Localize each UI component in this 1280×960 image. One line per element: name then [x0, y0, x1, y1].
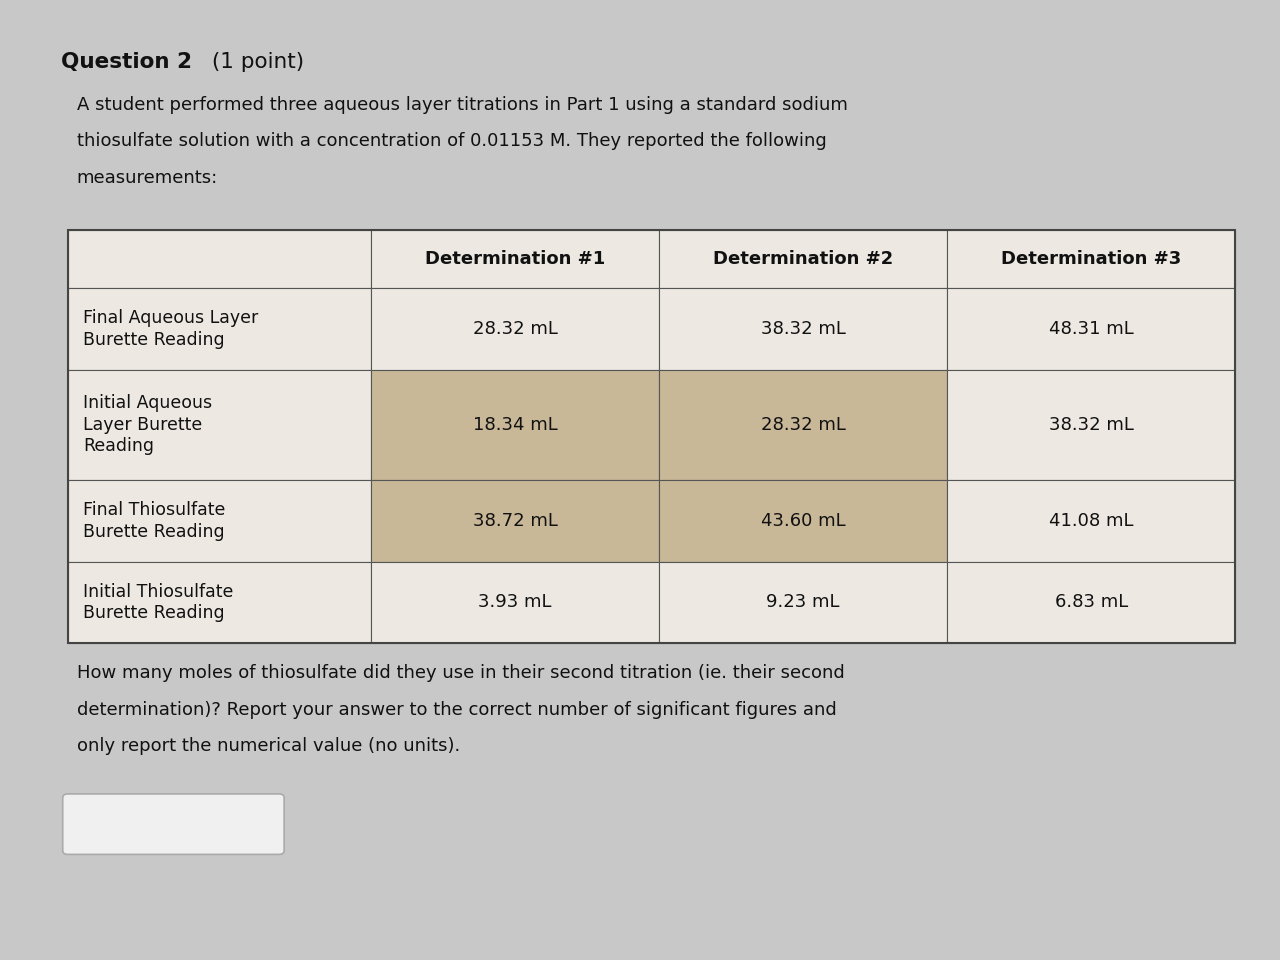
Text: only report the numerical value (no units).: only report the numerical value (no unit…: [77, 737, 460, 756]
Bar: [947, 562, 1235, 643]
Bar: [68, 288, 371, 370]
Bar: [371, 230, 659, 288]
Bar: [659, 230, 947, 288]
Text: Determination #1: Determination #1: [425, 251, 605, 268]
Text: 38.32 mL: 38.32 mL: [760, 320, 846, 338]
Text: Question 2: Question 2: [61, 52, 192, 72]
FancyBboxPatch shape: [63, 794, 284, 854]
Text: measurements:: measurements:: [77, 169, 218, 187]
Bar: [371, 480, 659, 562]
Bar: [947, 480, 1235, 562]
Text: 9.23 mL: 9.23 mL: [767, 593, 840, 612]
Bar: [371, 288, 659, 370]
Bar: [659, 562, 947, 643]
Text: 6.83 mL: 6.83 mL: [1055, 593, 1128, 612]
Bar: [68, 230, 371, 288]
Bar: [659, 480, 947, 562]
Text: How many moles of thiosulfate did they use in their second titration (ie. their : How many moles of thiosulfate did they u…: [77, 664, 845, 683]
Bar: [68, 230, 1235, 643]
Text: 43.60 mL: 43.60 mL: [760, 512, 845, 530]
Text: Final Aqueous Layer
Burette Reading: Final Aqueous Layer Burette Reading: [83, 309, 259, 348]
Text: A student performed three aqueous layer titrations in Part 1 using a standard so: A student performed three aqueous layer …: [77, 96, 847, 114]
Text: 48.31 mL: 48.31 mL: [1048, 320, 1134, 338]
Bar: [68, 480, 371, 562]
Text: Initial Thiosulfate
Burette Reading: Initial Thiosulfate Burette Reading: [83, 583, 233, 622]
Text: thiosulfate solution with a concentration of 0.01153 M. They reported the follow: thiosulfate solution with a concentratio…: [77, 132, 827, 151]
Text: Determination #3: Determination #3: [1001, 251, 1181, 268]
Bar: [947, 370, 1235, 480]
Bar: [68, 370, 371, 480]
Text: (1 point): (1 point): [205, 52, 303, 72]
Text: 38.32 mL: 38.32 mL: [1048, 416, 1134, 434]
Bar: [659, 370, 947, 480]
Text: Final Thiosulfate
Burette Reading: Final Thiosulfate Burette Reading: [83, 501, 225, 540]
Text: 38.72 mL: 38.72 mL: [472, 512, 558, 530]
Text: Determination #2: Determination #2: [713, 251, 893, 268]
Text: Initial Aqueous
Layer Burette
Reading: Initial Aqueous Layer Burette Reading: [83, 395, 212, 455]
Bar: [947, 230, 1235, 288]
Bar: [659, 288, 947, 370]
Text: 41.08 mL: 41.08 mL: [1048, 512, 1133, 530]
Text: 3.93 mL: 3.93 mL: [479, 593, 552, 612]
Text: 28.32 mL: 28.32 mL: [472, 320, 558, 338]
Bar: [371, 562, 659, 643]
Bar: [371, 370, 659, 480]
Bar: [68, 562, 371, 643]
Text: 18.34 mL: 18.34 mL: [472, 416, 558, 434]
Text: determination)? Report your answer to the correct number of significant figures : determination)? Report your answer to th…: [77, 701, 837, 719]
Bar: [947, 288, 1235, 370]
Text: 28.32 mL: 28.32 mL: [760, 416, 846, 434]
